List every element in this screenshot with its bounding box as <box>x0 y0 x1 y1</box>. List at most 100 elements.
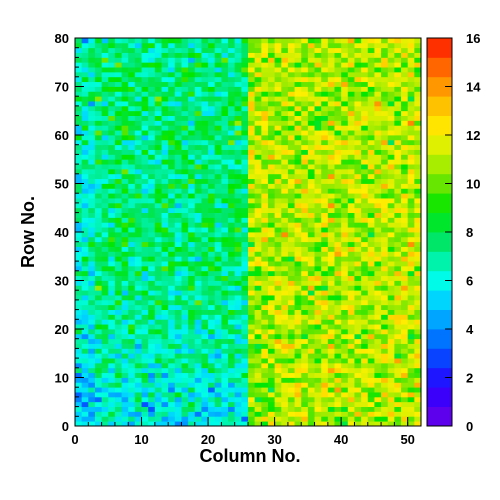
heatmap-cell <box>261 333 269 340</box>
heatmap-cell <box>108 348 116 354</box>
heatmap-cell <box>148 212 156 218</box>
heatmap-cell <box>341 105 349 112</box>
heatmap-cell <box>181 227 189 233</box>
heatmap-cell <box>161 285 169 291</box>
heatmap-cell <box>134 387 142 393</box>
heatmap-cell <box>194 62 202 68</box>
heatmap-cell <box>234 280 242 286</box>
heatmap-cell <box>201 348 209 354</box>
heatmap-cell <box>287 52 295 58</box>
heatmap-cell <box>301 96 309 102</box>
heatmap-cell <box>248 38 256 44</box>
heatmap-cell <box>94 101 103 107</box>
heatmap-cell <box>354 42 362 49</box>
heatmap-cell <box>367 406 375 412</box>
heatmap-cell <box>94 96 103 102</box>
heatmap-cell <box>228 86 236 92</box>
heatmap-cell <box>261 71 269 78</box>
heatmap-cell <box>121 76 129 83</box>
heatmap-cell <box>108 314 116 320</box>
heatmap-cell <box>327 183 335 189</box>
heatmap-cell <box>361 76 369 83</box>
heatmap-cell <box>261 38 269 44</box>
heatmap-cell <box>307 270 315 277</box>
heatmap-cell <box>141 222 149 228</box>
heatmap-cell <box>161 96 169 102</box>
heatmap-cell <box>168 333 176 340</box>
heatmap-cell <box>248 178 256 184</box>
heatmap-cell <box>114 392 122 398</box>
heatmap-cell <box>188 251 196 257</box>
heatmap-cell <box>261 227 269 233</box>
heatmap-cell <box>161 217 169 223</box>
heatmap-cell <box>208 178 216 184</box>
heatmap-cell <box>75 168 83 175</box>
heatmap-cell <box>194 251 202 257</box>
heatmap-cell <box>241 120 249 126</box>
heatmap-cell <box>274 154 282 160</box>
heatmap-cell <box>341 76 349 83</box>
heatmap-cell <box>267 333 276 340</box>
heatmap-cell <box>168 159 176 165</box>
heatmap-cell <box>321 168 329 175</box>
heatmap-cell <box>154 178 162 184</box>
heatmap-cell <box>228 324 236 330</box>
heatmap-cell <box>314 416 322 422</box>
heatmap-cell <box>294 392 302 398</box>
heatmap-cell <box>381 416 389 422</box>
heatmap-cell <box>254 38 262 44</box>
y-tick-label: 50 <box>55 177 69 192</box>
heatmap-cell <box>347 110 355 116</box>
heatmap-cell <box>201 86 209 92</box>
heatmap-cell <box>161 236 169 243</box>
heatmap-cell <box>81 285 89 291</box>
heatmap-cell <box>241 392 249 398</box>
heatmap-cell <box>334 290 342 296</box>
heatmap-cell <box>81 120 89 126</box>
heatmap-cell <box>88 367 96 374</box>
heatmap-cell <box>128 232 136 238</box>
heatmap-cell <box>248 202 256 209</box>
heatmap-cell <box>414 285 422 291</box>
heatmap-cell <box>401 265 409 272</box>
heatmap-cell <box>374 299 382 306</box>
heatmap-cell <box>347 299 355 306</box>
heatmap-cell <box>327 236 335 243</box>
heatmap-cell <box>394 411 402 417</box>
heatmap-cell <box>287 62 295 68</box>
heatmap-cell <box>114 367 122 374</box>
heatmap-cell <box>341 314 349 320</box>
heatmap-cell <box>241 227 249 233</box>
heatmap-cell <box>407 362 415 369</box>
heatmap-cell <box>241 96 249 102</box>
heatmap-cell <box>228 299 236 306</box>
heatmap-cell <box>374 52 382 58</box>
heatmap-cell <box>121 275 129 281</box>
heatmap-cell <box>201 207 209 213</box>
heatmap-cell <box>188 275 196 281</box>
heatmap-cell <box>154 110 162 116</box>
heatmap-cell <box>374 333 382 340</box>
heatmap-cell <box>208 295 216 301</box>
heatmap-cell <box>307 256 315 262</box>
heatmap-cell <box>114 280 122 286</box>
heatmap-cell <box>287 309 295 315</box>
heatmap-cell <box>274 38 282 44</box>
heatmap-cell <box>168 265 176 272</box>
heatmap-cell <box>201 285 209 291</box>
heatmap-cell <box>121 324 129 330</box>
heatmap-cell <box>221 280 229 286</box>
heatmap-cell <box>141 198 149 204</box>
heatmap-cell <box>327 290 335 296</box>
heatmap-cell <box>174 319 182 325</box>
heatmap-cell <box>88 86 96 92</box>
heatmap-cell <box>307 101 315 107</box>
heatmap-cell <box>327 362 335 369</box>
heatmap-cell <box>81 377 89 383</box>
heatmap-cell <box>101 329 109 335</box>
heatmap-cell <box>314 217 322 223</box>
heatmap-cell <box>347 396 355 403</box>
heatmap-cell <box>128 382 136 388</box>
heatmap-cell <box>154 130 162 136</box>
heatmap-cell <box>128 207 136 213</box>
